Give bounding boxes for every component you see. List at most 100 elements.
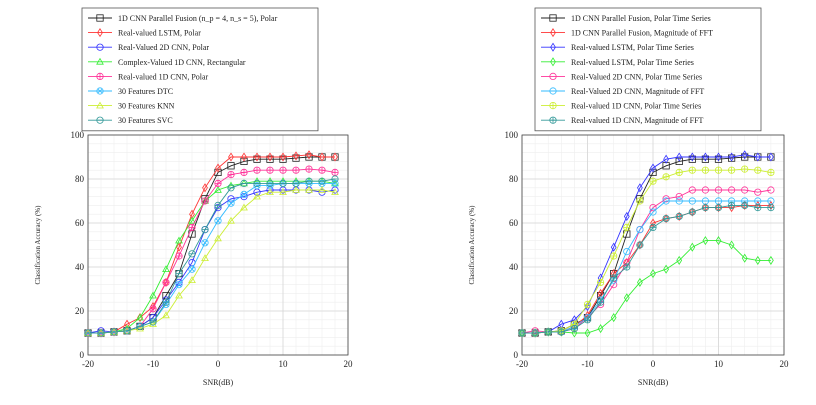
y-tick-label: 20 xyxy=(509,306,519,316)
data-point xyxy=(688,208,696,216)
data-point xyxy=(649,177,657,185)
data-point xyxy=(623,248,631,256)
legend-label: Real-Valued 2D CNN, Magnitude of FFT xyxy=(571,87,704,96)
data-point xyxy=(676,152,683,162)
legend-label: Real-valued LSTM, Polar xyxy=(118,29,201,38)
data-point xyxy=(701,204,710,212)
data-point xyxy=(623,211,630,221)
data-point xyxy=(201,239,209,247)
data-point xyxy=(532,328,538,338)
legend-label: Real-Valued 2D CNN, Polar Time Series xyxy=(571,72,702,81)
data-point xyxy=(292,154,300,162)
data-point xyxy=(123,327,131,335)
x-tick-label: -20 xyxy=(82,359,94,369)
data-point xyxy=(728,203,735,213)
y-tick-label: 20 xyxy=(75,306,85,316)
data-point xyxy=(227,199,235,207)
data-point xyxy=(675,168,683,176)
data-point xyxy=(240,179,248,187)
data-point xyxy=(715,152,722,162)
data-point xyxy=(175,278,183,286)
data-point xyxy=(176,242,182,252)
legend-label: Complex-Valued 1D CNN, Rectangular xyxy=(118,58,246,67)
data-point xyxy=(596,278,605,286)
data-point xyxy=(136,313,144,321)
data-point xyxy=(188,216,196,224)
data-point xyxy=(175,252,183,260)
data-point xyxy=(649,223,657,231)
data-point xyxy=(623,223,631,231)
x-tick-label: 0 xyxy=(651,359,656,369)
data-point xyxy=(214,217,222,225)
series-line xyxy=(88,168,336,334)
data-point xyxy=(714,166,723,174)
legend-marker xyxy=(96,57,104,65)
y-tick-label: 40 xyxy=(509,262,519,272)
data-point xyxy=(754,152,761,162)
data-point xyxy=(663,214,669,224)
data-point xyxy=(292,166,300,174)
legend-label: 1D CNN Parallel Fusion, Magnitude of FFT xyxy=(571,29,713,38)
data-point xyxy=(597,288,604,298)
legend-marker xyxy=(96,87,104,95)
data-point xyxy=(662,195,670,203)
data-point xyxy=(649,208,657,216)
data-point xyxy=(623,263,631,271)
data-point xyxy=(675,193,683,201)
data-point xyxy=(741,165,749,173)
data-point xyxy=(636,197,644,205)
data-point xyxy=(596,298,605,306)
data-point xyxy=(688,155,696,163)
data-point xyxy=(331,188,339,196)
data-point xyxy=(676,211,683,221)
data-point xyxy=(305,185,313,193)
data-point xyxy=(136,324,144,332)
data-point xyxy=(689,242,696,252)
data-point xyxy=(610,274,618,282)
series-line xyxy=(87,189,336,334)
data-point xyxy=(649,204,657,212)
data-point xyxy=(675,197,683,205)
data-point xyxy=(676,255,683,265)
y-tick-label: 100 xyxy=(505,130,519,140)
data-point xyxy=(215,163,221,173)
data-point xyxy=(650,269,656,279)
data-point xyxy=(584,302,591,312)
data-point xyxy=(254,152,260,162)
data-point xyxy=(162,265,170,273)
data-point xyxy=(279,166,287,174)
series-line xyxy=(521,189,771,334)
series-line xyxy=(88,178,336,334)
data-point xyxy=(610,242,617,252)
data-point xyxy=(305,165,313,173)
legend-marker xyxy=(96,72,104,81)
legend-label: 1D CNN Parallel Fusion (n_p = 4, n_s = 5… xyxy=(118,14,278,23)
data-point xyxy=(689,152,696,162)
data-point xyxy=(227,184,235,192)
x-tick-label: -10 xyxy=(147,359,159,369)
data-point xyxy=(319,152,325,162)
data-point xyxy=(227,162,235,170)
legend-marker xyxy=(549,87,557,95)
data-point xyxy=(741,150,748,160)
legend-label: 30 Features SVC xyxy=(118,116,173,125)
legend-marker xyxy=(550,28,556,38)
data-point xyxy=(715,203,722,213)
data-point xyxy=(201,197,209,205)
data-point xyxy=(188,265,196,273)
x-tick-label: -10 xyxy=(582,359,594,369)
data-point xyxy=(214,179,222,187)
data-point xyxy=(188,250,196,258)
data-point xyxy=(175,269,183,278)
x-tick-label: 10 xyxy=(279,359,289,369)
data-point xyxy=(149,291,157,299)
data-point xyxy=(253,182,261,190)
legend-marker xyxy=(97,28,103,38)
data-point xyxy=(728,152,735,162)
data-point xyxy=(701,166,710,174)
data-point xyxy=(623,293,630,303)
legend-marker xyxy=(549,102,557,110)
data-point xyxy=(332,152,338,162)
data-point xyxy=(163,277,169,287)
data-point xyxy=(767,204,775,212)
